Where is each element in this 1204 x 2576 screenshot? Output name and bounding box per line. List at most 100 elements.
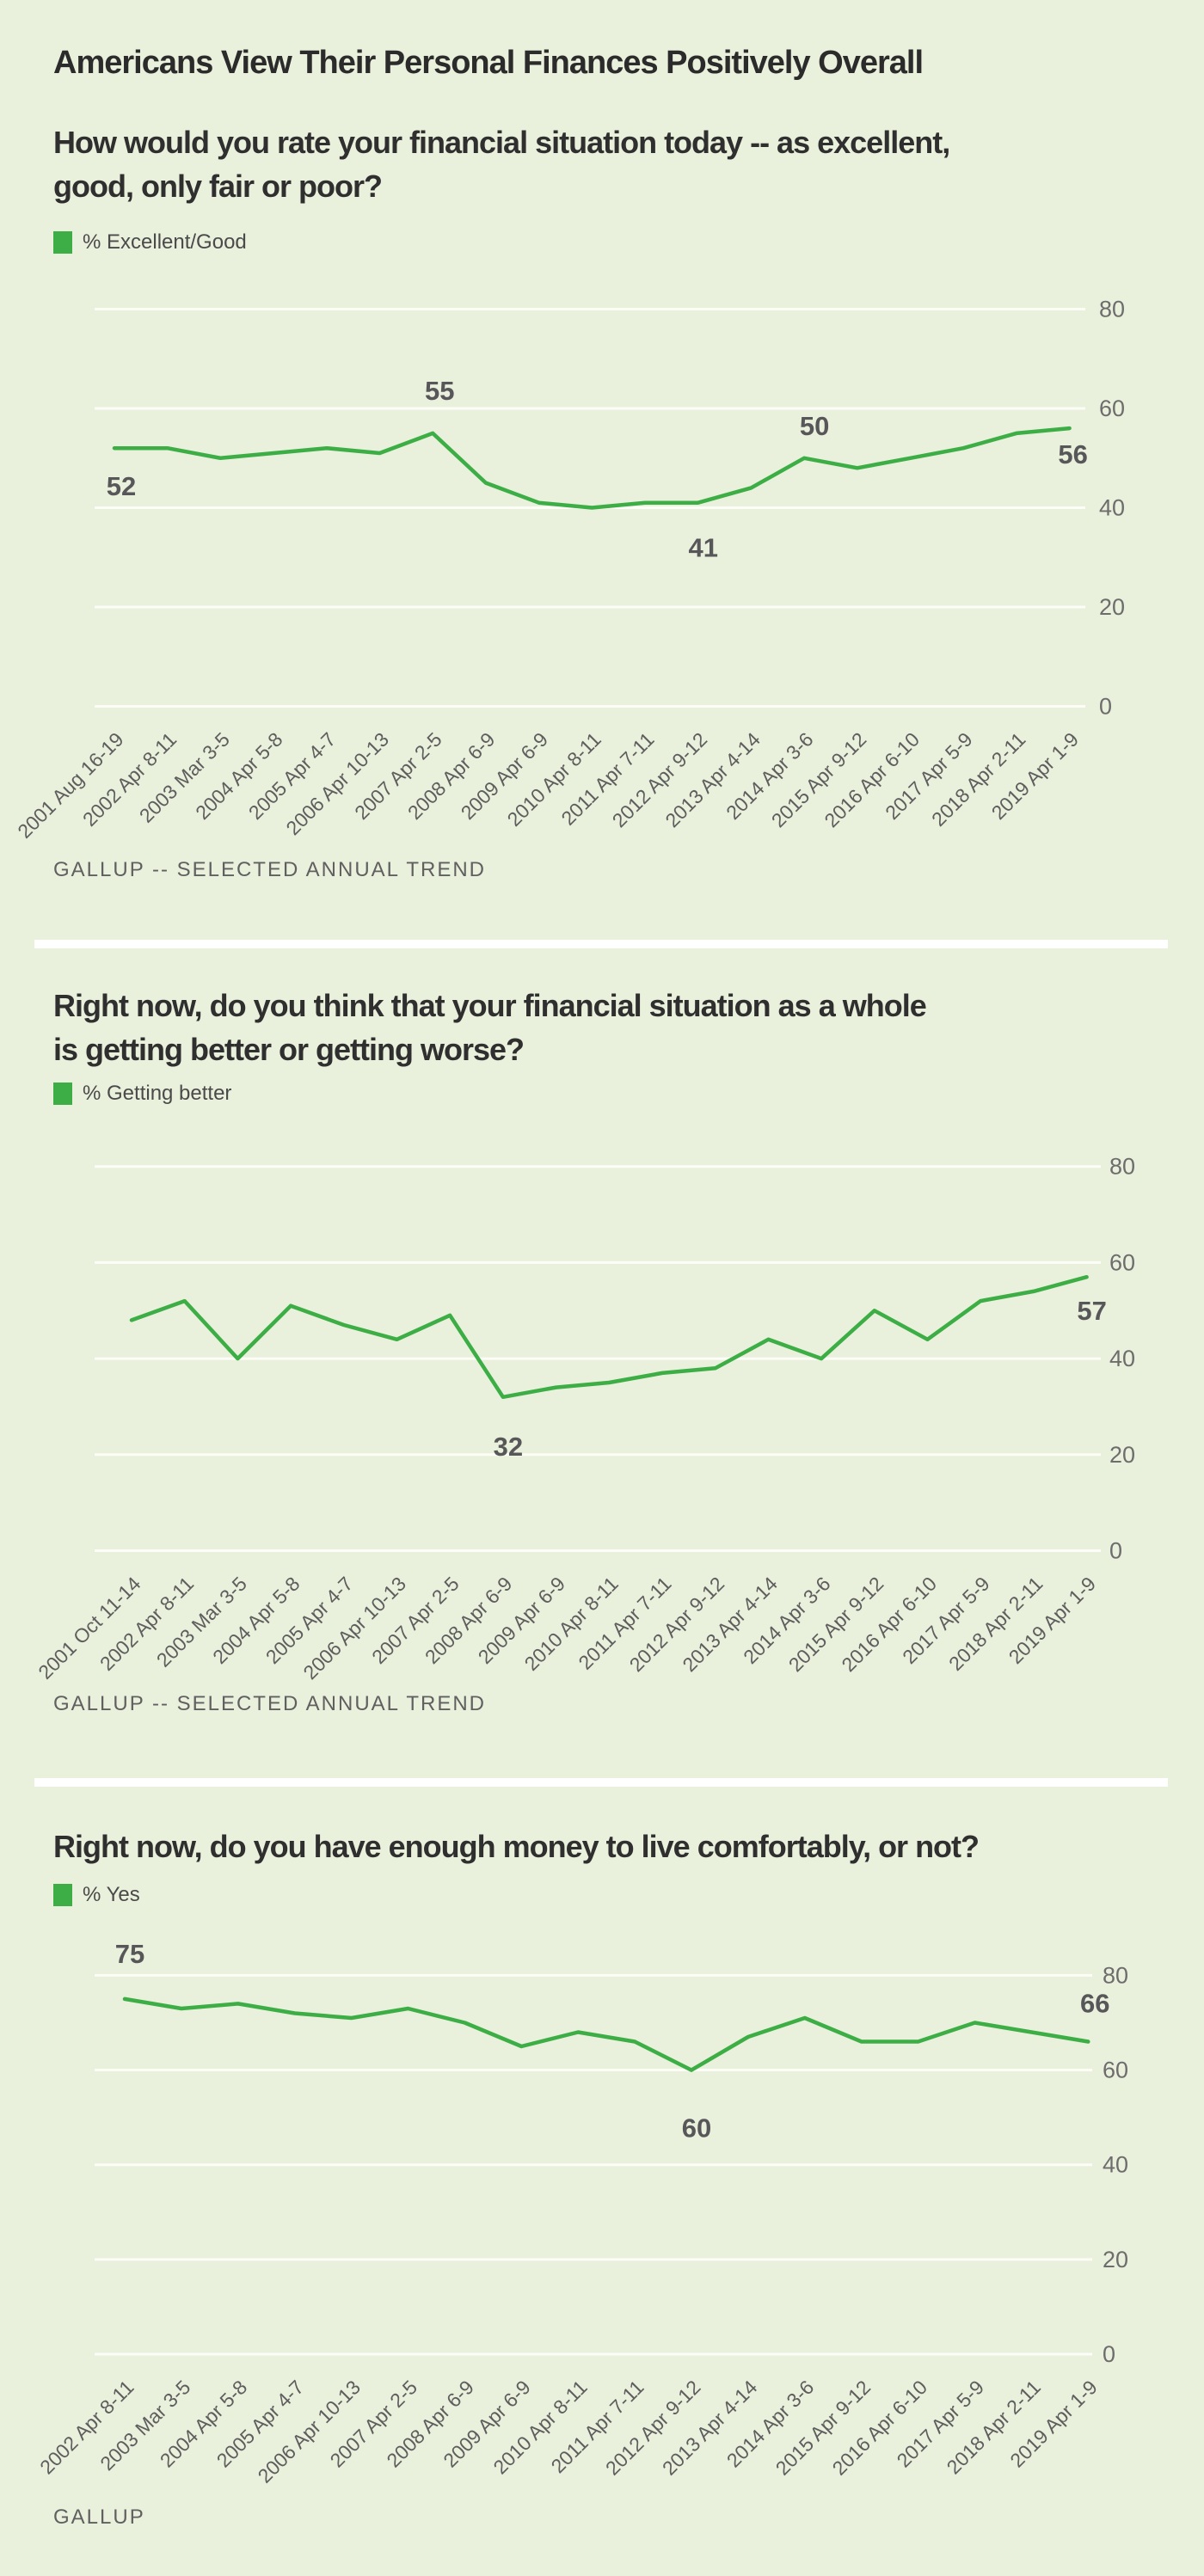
chart1-question-title: How would you rate your financial situat…: [53, 125, 950, 205]
x-axis-tick-label: 2008 Apr 6-9: [403, 728, 500, 825]
x-axis-tick-label: 2010 Apr 8-11: [502, 728, 605, 831]
x-axis-tick-label: 2012 Apr 9-12: [601, 2376, 705, 2480]
trend-line-series: [129, 1274, 1089, 1400]
x-axis-tick-label: 2006 Apr 10-13: [281, 728, 393, 840]
y-axis-tick-label: 0: [1109, 1538, 1122, 1564]
x-axis-tick-label: 2009 Apr 6-9: [439, 2376, 535, 2472]
chart2-source-note: GALLUP -- SELECTED ANNUAL TREND: [53, 1692, 487, 1715]
trend-line-series: [112, 426, 1072, 510]
section-divider: [34, 940, 1168, 948]
x-axis-tick-label: 2019 Apr 1-9: [1004, 1573, 1101, 1669]
x-axis-tick-label: 2018 Apr 2-11: [943, 2376, 1045, 2478]
x-axis-tick-label: 2014 Apr 3-6: [739, 1573, 835, 1669]
chart1-legend-label: % Excellent/Good: [83, 230, 247, 254]
x-axis-tick-label: 2006 Apr 10-13: [254, 2376, 366, 2487]
x-axis-tick-label: 2012 Apr 9-12: [608, 728, 712, 832]
x-axis-tick-label: 2007 Apr 2-5: [350, 728, 446, 825]
x-axis-tick-label: 2001 Oct 11-14: [34, 1573, 144, 1684]
x-axis-tick-label: 2002 Apr 8-11: [78, 728, 181, 831]
x-axis-tick-label: 2017 Apr 5-9: [893, 2376, 989, 2472]
chart2-legend-swatch-icon: [53, 1083, 72, 1105]
x-axis-tick-label: 2007 Apr 2-5: [326, 2376, 422, 2472]
chart3-source-note: GALLUP: [53, 2505, 145, 2529]
x-axis-tick-label: 2017 Apr 5-9: [881, 728, 977, 825]
x-axis-tick-label: 2013 Apr 4-14: [678, 1573, 782, 1677]
data-point-label: 41: [688, 533, 717, 563]
y-axis-tick-label: 60: [1103, 2058, 1128, 2083]
x-axis-tick-label: 2015 Apr 9-12: [767, 728, 871, 832]
chart1-source-note: GALLUP -- SELECTED ANNUAL TREND: [53, 858, 487, 881]
x-axis-tick-label: 2016 Apr 6-10: [820, 728, 924, 832]
y-axis-tick-label: 80: [1109, 1154, 1135, 1180]
x-axis-tick-label: 2018 Apr 2-11: [927, 728, 1029, 831]
data-point-label: 55: [425, 376, 454, 406]
x-axis-tick-label: 2017 Apr 5-9: [898, 1573, 994, 1669]
chart2-legend-label: % Getting better: [83, 1082, 232, 1105]
chart2-question-title: Right now, do you think that your financ…: [53, 988, 927, 1068]
y-axis-tick-label: 60: [1109, 1249, 1135, 1275]
y-axis-tick-label: 20: [1103, 2247, 1128, 2272]
x-axis-tick-label: 2016 Apr 6-10: [837, 1573, 941, 1677]
x-axis-tick-label: 2004 Apr 5-8: [191, 728, 287, 825]
data-point-label: 52: [107, 471, 136, 501]
x-axis-tick-label: 2013 Apr 4-14: [660, 728, 765, 832]
x-axis-tick-label: 2007 Apr 2-5: [367, 1573, 464, 1669]
x-axis-tick-label: 2018 Apr 2-11: [944, 1573, 1047, 1675]
x-axis-tick-label: 2009 Apr 6-9: [457, 728, 553, 825]
x-axis-tick-label: 2010 Apr 8-11: [488, 2376, 591, 2478]
x-axis-tick-label: 2006 Apr 10-13: [298, 1573, 410, 1684]
y-axis-tick-label: 20: [1099, 594, 1125, 620]
x-axis-tick-label: 2019 Apr 1-9: [1005, 2376, 1102, 2472]
chart3-legend-swatch-icon: [53, 1884, 72, 1906]
x-axis-tick-label: 2004 Apr 5-8: [156, 2376, 252, 2472]
x-axis-tick-label: 2015 Apr 9-12: [771, 2376, 875, 2480]
y-axis-tick-label: 0: [1103, 2341, 1115, 2367]
x-axis-tick-label: 2011 Apr 7-11: [556, 728, 658, 830]
x-axis-tick-label: 2014 Apr 3-6: [722, 2376, 819, 2472]
page-title: Americans View Their Personal Finances P…: [53, 45, 924, 81]
x-axis-tick-label: 2019 Apr 1-9: [987, 728, 1084, 825]
x-axis-tick-label: 2002 Apr 8-11: [95, 1573, 198, 1675]
section-divider: [34, 1778, 1168, 1787]
data-point-label: 57: [1077, 1296, 1106, 1326]
y-axis-tick-label: 20: [1109, 1442, 1135, 1468]
x-axis-tick-label: 2014 Apr 3-6: [722, 728, 818, 825]
x-axis-tick-label: 2012 Apr 9-12: [625, 1573, 729, 1677]
chart2-legend: % Getting better: [53, 1082, 231, 1106]
x-axis-tick-label: 2002 Apr 8-11: [35, 2376, 138, 2478]
data-point-label: 32: [494, 1432, 523, 1462]
y-axis-tick-label: 40: [1099, 495, 1125, 521]
x-axis-tick-label: 2004 Apr 5-8: [208, 1573, 304, 1669]
x-axis-tick-label: 2005 Apr 4-7: [261, 1573, 358, 1669]
x-axis-tick-label: 2005 Apr 4-7: [244, 728, 341, 825]
x-axis-tick-label: 2003 Mar 3-5: [135, 728, 234, 827]
x-axis-tick-label: 2008 Apr 6-9: [421, 1573, 517, 1669]
data-point-label: 75: [115, 1939, 144, 1969]
data-point-label: 56: [1058, 439, 1087, 469]
y-axis-tick-label: 0: [1099, 694, 1112, 720]
y-axis-tick-label: 80: [1103, 1962, 1128, 1988]
x-axis-tick-label: 2011 Apr 7-11: [546, 2376, 648, 2477]
trend-line-series: [122, 1996, 1090, 2072]
y-axis-tick-label: 60: [1099, 396, 1125, 421]
x-axis-tick-label: 2005 Apr 4-7: [212, 2376, 309, 2472]
y-axis-tick-label: 40: [1109, 1346, 1135, 1371]
x-axis-tick-label: 2015 Apr 9-12: [784, 1573, 888, 1677]
x-axis-tick-label: 2003 Mar 3-5: [152, 1573, 251, 1671]
x-axis-tick-label: 2013 Apr 4-14: [658, 2376, 762, 2480]
data-point-label: 60: [682, 2113, 711, 2144]
x-axis-tick-label: 2008 Apr 6-9: [382, 2376, 478, 2472]
data-point-label: 50: [800, 411, 829, 441]
x-axis-tick-label: 2009 Apr 6-9: [474, 1573, 570, 1669]
y-axis-tick-label: 40: [1103, 2152, 1128, 2178]
x-axis-tick-label: 2016 Apr 6-10: [828, 2376, 932, 2480]
x-axis-tick-label: 2011 Apr 7-11: [574, 1573, 675, 1674]
x-axis-tick-label: 2001 Aug 16-19: [13, 728, 127, 843]
y-axis-tick-label: 80: [1099, 297, 1125, 322]
chart1-legend: % Excellent/Good: [53, 230, 247, 255]
